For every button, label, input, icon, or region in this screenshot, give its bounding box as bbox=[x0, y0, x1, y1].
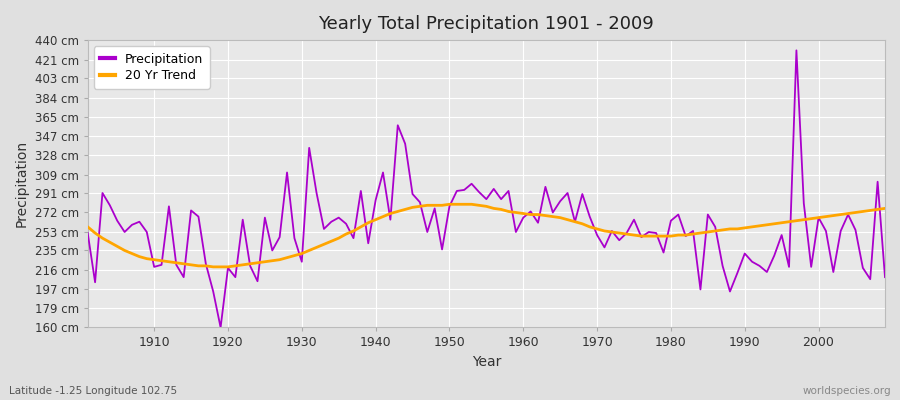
Text: Latitude -1.25 Longitude 102.75: Latitude -1.25 Longitude 102.75 bbox=[9, 386, 177, 396]
Text: worldspecies.org: worldspecies.org bbox=[803, 386, 891, 396]
20 Yr Trend bbox=[621, 232, 632, 236]
Precipitation bbox=[141, 230, 152, 234]
Line: Precipitation: Precipitation bbox=[87, 50, 885, 328]
Precipitation bbox=[518, 215, 528, 220]
20 Yr Trend bbox=[208, 264, 219, 269]
Precipitation bbox=[356, 188, 366, 193]
Precipitation bbox=[215, 325, 226, 330]
20 Yr Trend bbox=[311, 245, 322, 250]
Precipitation bbox=[311, 190, 322, 195]
20 Yr Trend bbox=[526, 212, 536, 217]
Precipitation bbox=[614, 238, 625, 242]
20 Yr Trend bbox=[356, 224, 366, 229]
20 Yr Trend bbox=[82, 224, 93, 229]
Precipitation bbox=[526, 209, 536, 214]
X-axis label: Year: Year bbox=[472, 355, 501, 369]
Y-axis label: Precipitation: Precipitation bbox=[15, 140, 29, 227]
Legend: Precipitation, 20 Yr Trend: Precipitation, 20 Yr Trend bbox=[94, 46, 210, 89]
20 Yr Trend bbox=[141, 256, 152, 261]
Precipitation bbox=[879, 275, 890, 280]
Line: 20 Yr Trend: 20 Yr Trend bbox=[87, 204, 885, 267]
20 Yr Trend bbox=[533, 212, 544, 217]
Title: Yearly Total Precipitation 1901 - 2009: Yearly Total Precipitation 1901 - 2009 bbox=[319, 15, 654, 33]
Precipitation bbox=[82, 231, 93, 236]
Precipitation bbox=[791, 48, 802, 53]
20 Yr Trend bbox=[444, 202, 454, 207]
20 Yr Trend bbox=[879, 206, 890, 211]
